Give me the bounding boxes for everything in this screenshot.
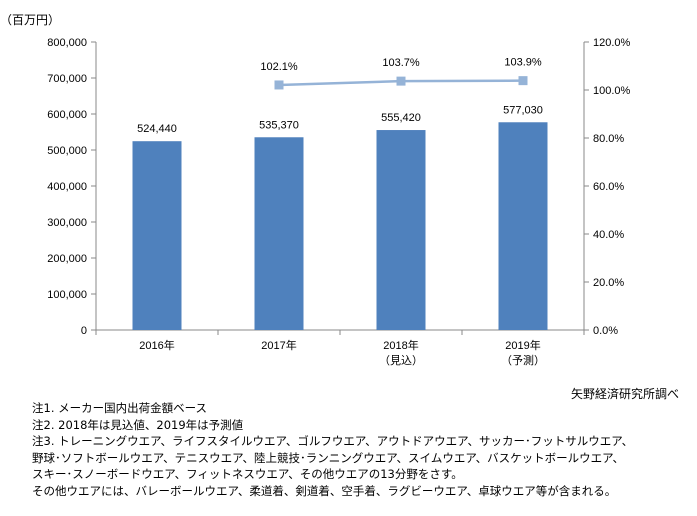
x-tick-label: 2017年 [261, 338, 296, 352]
note-line: 注3. トレーニングウエア、ライフスタイルウエア、ゴルフウエア、アウトドアウエア… [32, 434, 634, 448]
y-tick-label-left: 400,000 [47, 181, 87, 193]
y-tick-label-right: 40.0% [593, 229, 624, 241]
y-tick-label-left: 0 [81, 325, 87, 337]
source-note: 矢野経済研究所調べ [570, 387, 679, 401]
y-unit-label: （百万円） [0, 13, 60, 27]
y-tick-label-right: 0.0% [593, 325, 618, 337]
x-tick-label: 2019年 [505, 338, 540, 352]
y-tick-label-left: 800,000 [47, 37, 87, 49]
note-line: スキー･スノーボードウエア、フィットネスウエア、その他ウエアの13分野をさす。 [32, 467, 463, 481]
y-tick-label-right: 120.0% [593, 37, 631, 49]
y-tick-label-left: 300,000 [47, 217, 87, 229]
x-tick-label: 2018年 [383, 338, 418, 352]
yoy-data-label: 102.1% [260, 61, 298, 73]
y-tick-label-left: 700,000 [47, 73, 87, 85]
y-tick-label-right: 60.0% [593, 181, 624, 193]
bar [376, 130, 426, 330]
y-tick-label-right: 100.0% [593, 85, 631, 97]
bar [254, 137, 304, 330]
note-line: 野球･ソフトボールウエア、テニスウエア、陸上競技･ランニングウエア、スイムウエア… [32, 450, 625, 465]
bar-data-label: 577,030 [503, 104, 543, 116]
bar [132, 141, 182, 330]
y-tick-label-right: 80.0% [593, 133, 624, 145]
x-tick-label: 2016年 [139, 338, 174, 352]
bar [498, 122, 548, 331]
yoy-data-label: 103.9% [504, 57, 542, 69]
y-tick-label-right: 20.0% [593, 277, 624, 289]
chart: （百万円） 0 100,000 200,000 300,000 400,000 500,00… [0, 13, 631, 367]
y-tick-label-left: 500,000 [47, 145, 87, 157]
bar-data-label: 535,370 [259, 119, 299, 131]
note-line: その他ウエアには、バレーボールウエア、柔道着、剣道着、空手着、ラグビーウエア、卓… [32, 483, 617, 498]
y-tick-label-left: 200,000 [47, 253, 87, 265]
x-tick-label: （予測） [501, 353, 545, 367]
notes: 注1. メーカー国内出荷金額ベース 注2. 2018年は見込値、2019年は予測… [32, 400, 682, 499]
bar-data-label: 524,440 [137, 123, 177, 135]
note-line: 注2. 2018年は見込値、2019年は予測値 [32, 417, 244, 432]
yoy-marker [396, 76, 406, 86]
y-tick-label-left: 600,000 [47, 109, 87, 121]
x-tick-label: （見込） [379, 354, 423, 367]
y-tick-label-left: 100,000 [47, 289, 87, 301]
note-line: 注1. メーカー国内出荷金額ベース [32, 401, 208, 415]
bar-data-label: 555,420 [381, 112, 421, 124]
yoy-marker [274, 80, 284, 90]
yoy-data-label: 103.7% [382, 57, 420, 69]
yoy-marker [518, 76, 528, 86]
